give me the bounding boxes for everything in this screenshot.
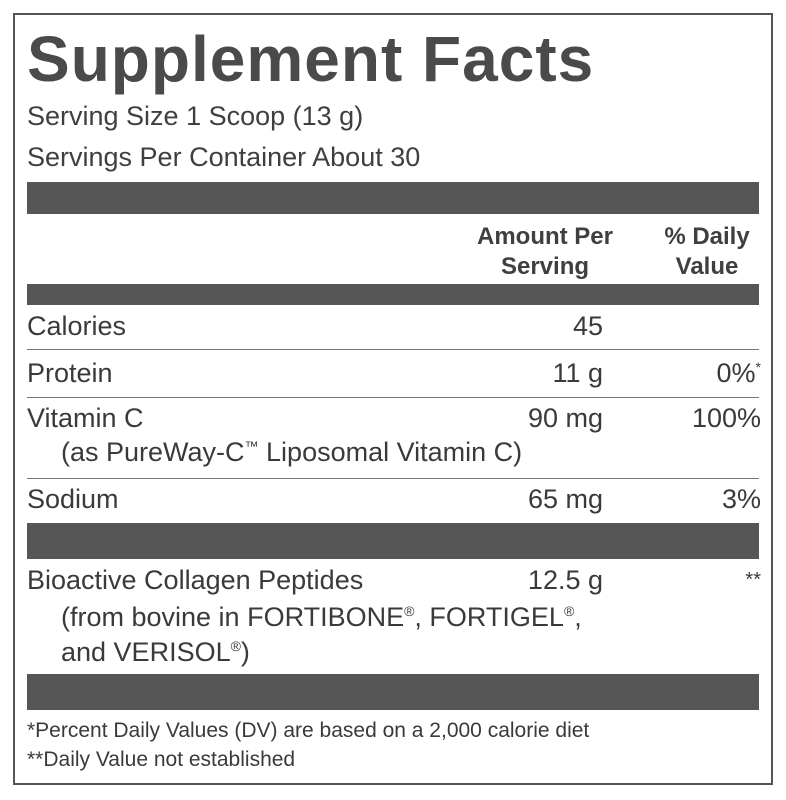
source-text: and VERISOL: [61, 637, 231, 667]
supplement-facts-panel: Supplement Facts Serving Size 1 Scoop (1…: [13, 13, 773, 785]
nutrient-dv: 0%*: [637, 356, 761, 390]
serving-size: Serving Size 1 Scoop (13 g): [27, 101, 364, 131]
registered-mark: ®: [230, 638, 241, 654]
ingredient-dv: **: [745, 569, 761, 591]
registered-mark: ®: [404, 603, 415, 619]
ingredient-source-line2: and VERISOL®): [61, 635, 250, 669]
separator-bar: [27, 523, 759, 559]
source-text: ): [240, 637, 250, 667]
trademark-mark: ™: [244, 438, 259, 454]
panel-title: Supplement Facts: [27, 23, 595, 95]
nutrient-dv: 100%: [691, 403, 761, 433]
nutrient-name: Protein: [27, 358, 113, 388]
separator-bar: [27, 674, 759, 710]
footnote-not-established: **Daily Value not established: [27, 748, 296, 771]
nutrient-name: Calories: [27, 311, 127, 341]
nutrient-name: Sodium: [27, 484, 119, 514]
ingredient-name: Bioactive Collagen Peptides: [27, 565, 364, 595]
panel-content: Supplement Facts Serving Size 1 Scoop (1…: [27, 15, 761, 783]
nutrient-amount: 65 mg: [527, 484, 603, 514]
row-divider: [27, 349, 759, 350]
source-text: ,: [574, 602, 582, 632]
nutrient-subtext: (as PureWay-C™ Liposomal Vitamin C): [61, 435, 522, 469]
ingredient-source-line1: (from bovine in FORTIBONE®, FORTIGEL®,: [61, 600, 582, 634]
registered-mark: ®: [563, 603, 575, 619]
separator-bar: [27, 182, 759, 214]
source-text: (from bovine in FORTIBONE: [61, 602, 405, 632]
ingredient-amount: 12.5 g: [527, 565, 603, 595]
amount-header-line2: Serving: [500, 253, 590, 280]
amount-per-serving-header: Amount Per Serving: [455, 222, 635, 282]
nutrient-name: Vitamin C: [27, 403, 144, 433]
dv-header-line1: % Daily: [664, 223, 750, 250]
nutrient-amount: 45: [572, 311, 603, 341]
dv-header-line2: Value: [675, 253, 739, 280]
subtext-part: (as PureWay-C: [61, 437, 245, 467]
daily-value-header: % Daily Value: [647, 222, 767, 282]
nutrient-dv: 3%: [721, 484, 761, 514]
footnote-dv: *Percent Daily Values (DV) are based on …: [27, 719, 590, 742]
nutrient-amount: 90 mg: [527, 403, 603, 433]
servings-per-container: Servings Per Container About 30: [27, 142, 421, 172]
subtext-part: Liposomal Vitamin C): [258, 437, 523, 467]
source-text: , FORTIGEL: [414, 602, 564, 632]
row-divider: [27, 478, 759, 479]
separator-bar: [27, 284, 759, 305]
amount-header-line1: Amount Per: [476, 223, 613, 250]
dv-asterisk: *: [755, 359, 761, 375]
dv-value: 0%: [716, 358, 756, 388]
row-divider: [27, 397, 759, 398]
nutrient-amount: 11 g: [552, 358, 603, 388]
